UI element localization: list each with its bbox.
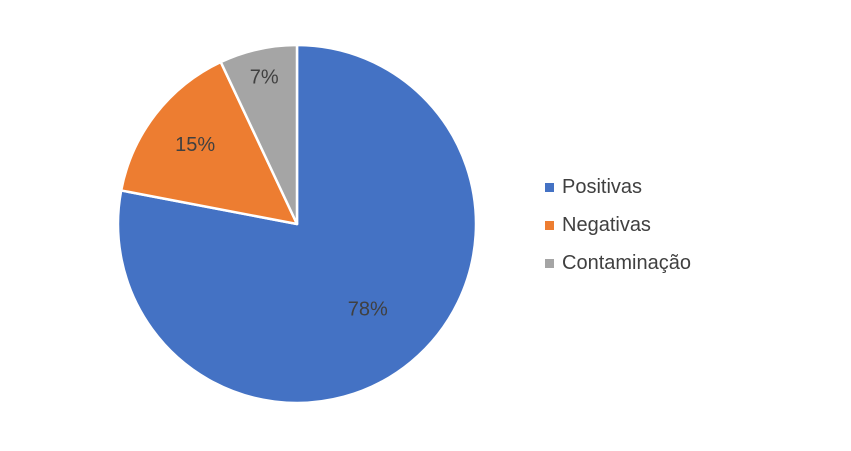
legend-label-positivas: Positivas — [562, 175, 643, 198]
data-label-positivas: 78% — [348, 299, 388, 321]
data-label-negativas: 15% — [175, 134, 215, 156]
legend-label-negativas: Negativas — [562, 213, 651, 236]
legend: Positivas Negativas Contaminação — [545, 168, 691, 282]
legend-swatch-positivas — [545, 182, 554, 192]
legend-swatch-contaminacao — [545, 258, 554, 268]
legend-item-negativas: Negativas — [545, 206, 691, 244]
legend-item-positivas: Positivas — [545, 168, 691, 206]
legend-item-contaminacao: Contaminação — [545, 244, 691, 282]
data-label-contaminacao: 7% — [250, 66, 279, 88]
pie-slices — [116, 43, 478, 405]
pie-slice-positivas — [116, 43, 478, 405]
pie-data-labels: 78% 15% 7% — [175, 66, 388, 320]
legend-label-contaminacao: Contaminação — [562, 251, 691, 274]
legend-swatch-negativas — [545, 220, 554, 230]
pie-slice-negativas — [119, 60, 299, 226]
pie-slice-contaminacao — [219, 43, 299, 226]
